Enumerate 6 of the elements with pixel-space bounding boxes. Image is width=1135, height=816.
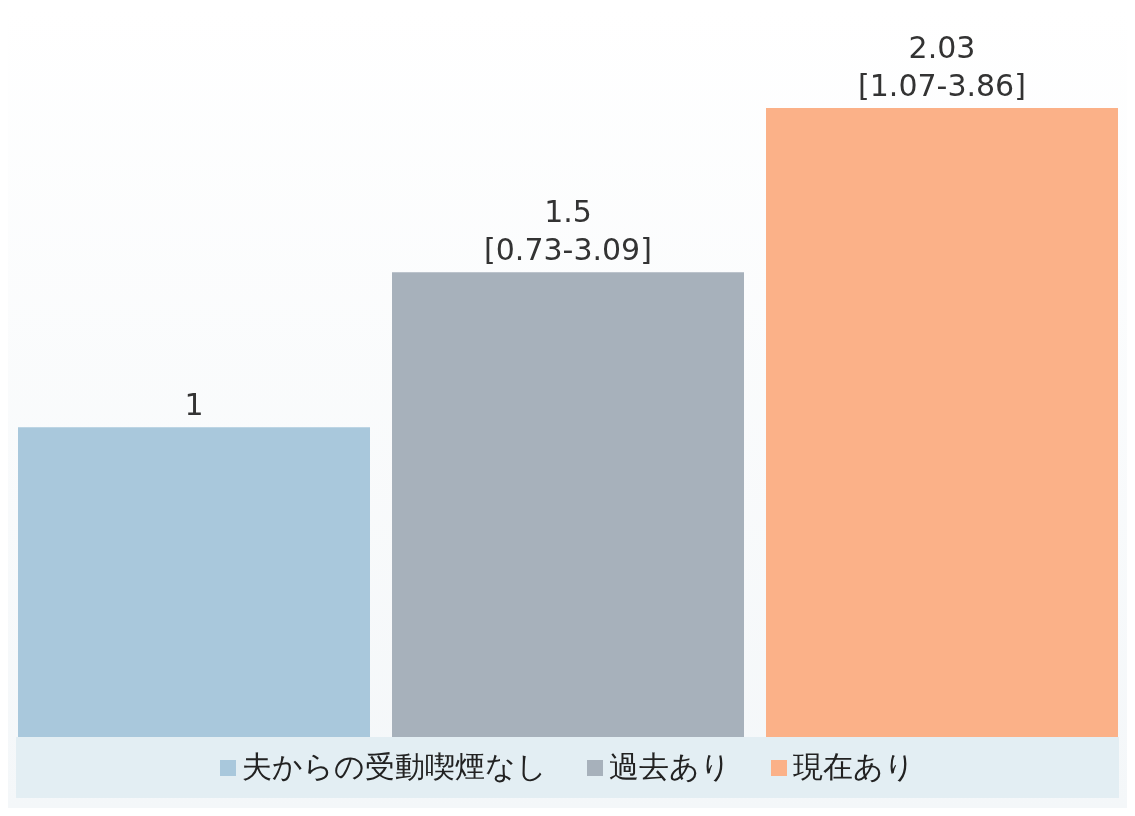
data-label: 1 [184, 387, 204, 423]
legend-label: 現在あり [793, 748, 915, 786]
legend-label: 過去あり [609, 748, 731, 786]
legend-label: 夫からの受動喫煙なし [242, 748, 547, 786]
data-label: 2.03 [1.07-3.86] [858, 30, 1026, 103]
data-label: 1.5 [0.73-3.09] [484, 194, 652, 268]
